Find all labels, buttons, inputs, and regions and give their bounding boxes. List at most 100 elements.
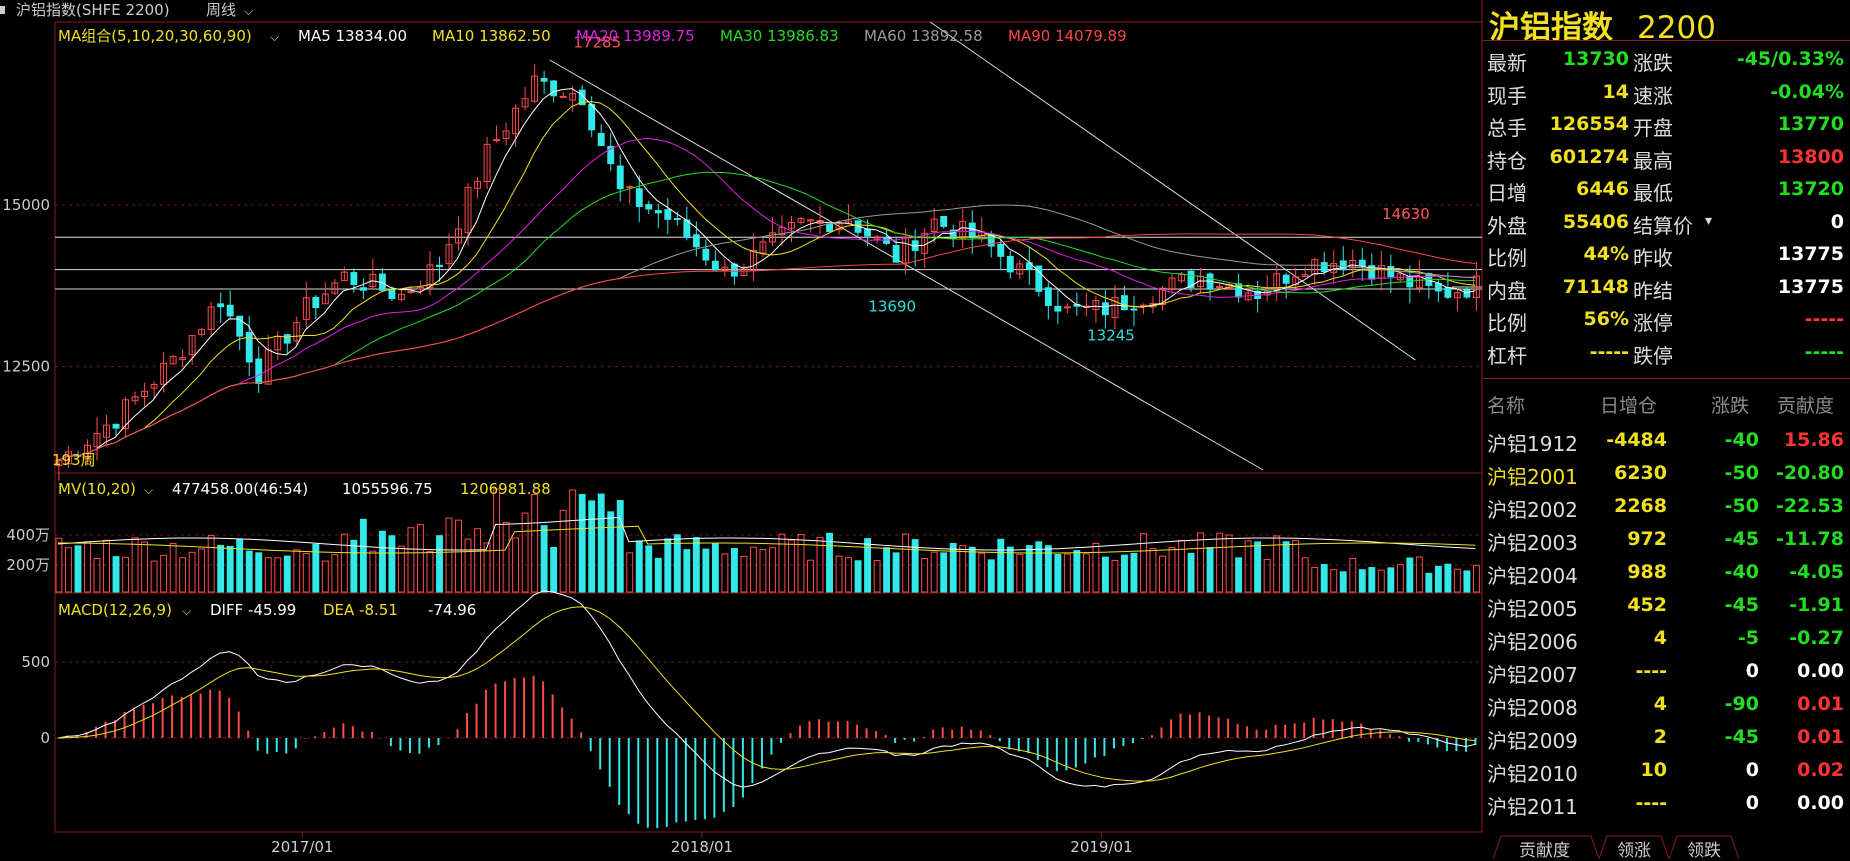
volume-bar <box>74 545 82 593</box>
volume-bar <box>968 546 976 593</box>
volume-bar <box>407 527 415 593</box>
volume-bar <box>797 534 805 593</box>
contract-row[interactable]: 沪铝2003 972 -45 -11.78 <box>1483 524 1850 556</box>
volume-legend-value: 1206981.88 <box>460 480 551 498</box>
quote-row: 杠杆 ----- 跌停 ----- <box>1483 337 1850 369</box>
volume-bar <box>1073 550 1081 593</box>
column-header[interactable]: 涨跌 <box>1711 395 1750 417</box>
quote-value: 56% <box>1583 308 1629 330</box>
candle <box>902 236 910 264</box>
volume-bar <box>1035 541 1043 593</box>
panel-tabs: 贡献度 领涨 领跌 <box>1483 832 1850 861</box>
contract-row[interactable]: 沪铝2011 ---- 0 0.00 <box>1483 788 1850 820</box>
candle <box>930 218 938 233</box>
quote-value: 13800 <box>1777 145 1844 168</box>
candle <box>150 384 158 389</box>
ma-legend-name: MA30 <box>720 27 767 45</box>
volume-bar <box>1282 541 1290 593</box>
volume-bar <box>388 535 396 593</box>
contract-row[interactable]: 沪铝2010 10 0 0.02 <box>1483 755 1850 787</box>
extreme-price-label: 13690 <box>868 298 916 316</box>
candle <box>1453 292 1461 299</box>
volume-bar <box>312 543 320 593</box>
candle <box>797 218 805 223</box>
quote-label: 外盘 <box>1487 213 1527 238</box>
volume-bar <box>369 550 377 593</box>
volume-bar <box>65 547 72 593</box>
candle <box>616 165 624 190</box>
contract-row[interactable]: 沪铝2007 ---- 0 0.00 <box>1483 656 1850 688</box>
contract-name: 沪铝2005 <box>1487 597 1578 621</box>
volume-bar <box>1349 558 1357 593</box>
candle <box>635 188 643 207</box>
candle <box>1187 270 1195 289</box>
volume-bar <box>436 535 443 593</box>
ma-legend-value: 13862.50 <box>479 27 551 45</box>
candle <box>1320 262 1328 272</box>
candle <box>730 263 738 277</box>
candles <box>55 63 1480 481</box>
candle <box>1358 259 1366 267</box>
quote-label: 开盘 <box>1633 116 1673 140</box>
quote-row: 比例 56% 涨停 ----- <box>1483 304 1850 336</box>
contract-oi-change: ---- <box>1635 660 1667 682</box>
contract-row[interactable]: 沪铝2009 2 -45 0.01 <box>1483 722 1850 754</box>
volume-bar <box>626 552 634 593</box>
candle <box>321 293 329 305</box>
volume-bar <box>645 545 653 593</box>
contract-row[interactable]: 沪铝2006 4 -5 -0.27 <box>1483 623 1850 655</box>
candle <box>521 98 529 108</box>
candle <box>645 204 653 210</box>
column-header[interactable]: 名称 <box>1487 395 1526 417</box>
ma-legend-ma30: MA30 13986.83 <box>720 27 839 45</box>
volume-bar <box>493 488 501 593</box>
quote-value: 126554 <box>1549 113 1629 135</box>
candle <box>493 139 501 142</box>
tab-top-losers[interactable]: 领跌 <box>1687 841 1721 861</box>
candle <box>1330 262 1338 273</box>
quote-value: 13720 <box>1777 178 1844 200</box>
contract-row[interactable]: 沪铝2001 6230 -50 -20.80 <box>1483 458 1850 490</box>
quote-value: 44% <box>1583 243 1629 265</box>
contract-row[interactable]: 沪铝2008 4 -90 0.01 <box>1483 689 1850 721</box>
volume-bar <box>512 537 520 593</box>
tab-top-gainers[interactable]: 领涨 <box>1617 841 1651 861</box>
contract-row[interactable]: 沪铝2004 988 -40 -4.05 <box>1483 557 1850 589</box>
volume-bar <box>1330 569 1338 593</box>
macd-dea-value: DEA -8.51 <box>323 601 398 619</box>
volume-bar <box>321 560 329 593</box>
contract-oi-change: 2268 <box>1614 495 1667 517</box>
column-header[interactable]: 贡献度 <box>1777 395 1835 417</box>
divider <box>1483 40 1850 41</box>
period-selector[interactable]: 周线 <box>206 1 236 19</box>
menu-icon[interactable] <box>0 6 5 14</box>
quote-label: 内盘 <box>1487 278 1527 303</box>
quote-label[interactable]: 结算价 <box>1633 213 1693 238</box>
volume-bar <box>816 536 824 593</box>
tab-contribution[interactable]: 贡献度 <box>1519 841 1570 861</box>
candle <box>692 234 700 248</box>
candle <box>331 282 339 294</box>
contract-row[interactable]: 沪铝2005 452 -45 -1.91 <box>1483 590 1850 622</box>
settlement-dropdown-icon[interactable]: ▾ <box>1705 212 1713 229</box>
volume-ma20-line <box>57 525 1476 554</box>
candle <box>864 228 872 237</box>
candle <box>673 218 681 221</box>
contract-row[interactable]: 沪铝1912 -4484 -40 15.86 <box>1483 425 1850 457</box>
volume-bar <box>854 560 862 593</box>
volume-bar <box>807 559 814 593</box>
contract-oi-change: 972 <box>1627 528 1667 550</box>
candle <box>340 271 348 281</box>
column-header[interactable]: 日增仓 <box>1600 395 1658 417</box>
volume-bar <box>978 552 986 593</box>
volume-bar <box>455 519 462 593</box>
volume-bar <box>1187 552 1195 593</box>
candle <box>550 80 558 97</box>
volume-bar <box>1444 563 1452 593</box>
contract-row[interactable]: 沪铝2002 2268 -50 -22.53 <box>1483 491 1850 523</box>
contract-name: 沪铝2009 <box>1487 729 1578 753</box>
volume-bar <box>1377 569 1385 593</box>
instrument-title[interactable]: 沪铝指数(SHFE 2200) <box>16 1 170 19</box>
period-chevron-icon[interactable]: ⌵ <box>244 4 253 18</box>
